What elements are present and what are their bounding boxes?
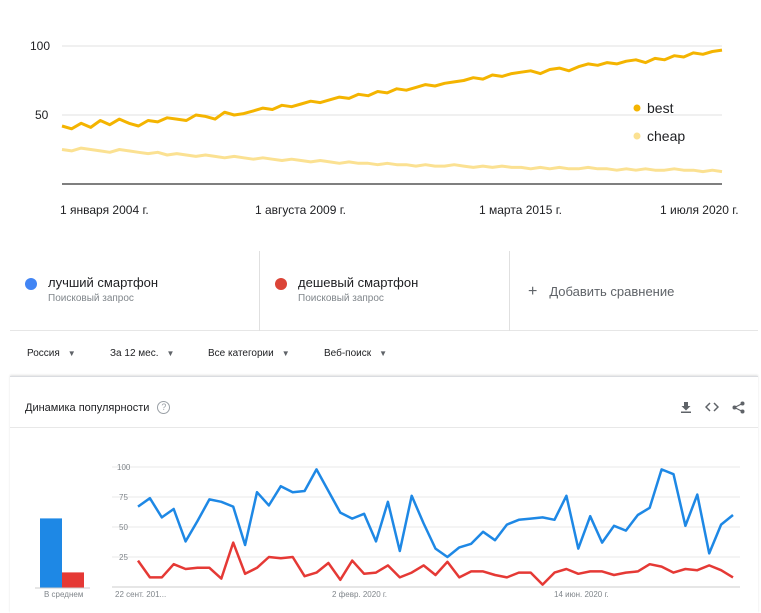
chevron-down-icon: ▼: [166, 348, 175, 358]
x-tick-3: 1 марта 2015 г.: [479, 203, 562, 217]
filter-bar: Россия ▼ За 12 мес. ▼ Все категории ▼ Веб-п…: [27, 344, 387, 362]
term-color-dot-2: [275, 278, 287, 290]
term-card-2[interactable]: дешевый смартфон Поисковый запрос: [260, 251, 510, 331]
term-name-1: лучший смартфон: [48, 275, 159, 290]
card-actions: [678, 399, 746, 415]
chevron-down-icon: ▼: [379, 348, 388, 358]
term-name-2: дешевый смартфон: [298, 275, 419, 290]
header-divider: [10, 427, 758, 428]
top-trend-chart: 100 50 1 января 2004 г. 1 августа 2009 г…: [30, 39, 739, 217]
download-icon[interactable]: [678, 399, 694, 415]
legend-dot-cheap: [633, 132, 641, 140]
legend-dot-best: [633, 104, 641, 112]
embed-icon[interactable]: [704, 399, 720, 415]
region-filter-label: Россия: [27, 347, 60, 359]
region-filter[interactable]: Россия ▼: [27, 348, 110, 359]
y-tick-50: 50: [35, 108, 49, 122]
y-tick-100: 100: [30, 39, 50, 53]
category-filter[interactable]: Все категории ▼: [208, 348, 324, 359]
share-icon[interactable]: [730, 399, 746, 415]
category-filter-label: Все категории: [208, 347, 274, 359]
compare-row: лучший смартфон Поисковый запрос дешевый…: [10, 251, 758, 331]
series-line-cheap: [61, 146, 723, 174]
x-tick-4: 1 июля 2020 г.: [660, 203, 739, 217]
search-type-filter[interactable]: Веб-поиск ▼: [324, 348, 387, 359]
chevron-down-icon: ▼: [67, 348, 76, 358]
legend-label-cheap: cheap: [647, 128, 685, 144]
term-color-dot-1: [25, 278, 37, 290]
term-sub-2: Поисковый запрос: [298, 293, 384, 304]
search-type-filter-label: Веб-поиск: [324, 347, 372, 359]
term-card-1[interactable]: лучший смартфон Поисковый запрос: [10, 251, 260, 331]
interest-over-time-card: Динамика популярности ?: [10, 376, 758, 613]
period-filter[interactable]: За 12 мес. ▼: [110, 348, 208, 359]
series-line-best: [61, 48, 723, 131]
plus-icon: +: [528, 283, 538, 300]
chevron-down-icon: ▼: [281, 348, 290, 358]
add-comparison-button[interactable]: + Добавить сравнение: [510, 251, 758, 331]
term-sub-1: Поисковый запрос: [48, 293, 134, 304]
help-icon[interactable]: ?: [157, 401, 171, 414]
x-tick-2: 1 августа 2009 г.: [255, 203, 346, 217]
period-filter-label: За 12 мес.: [110, 347, 159, 359]
card-header: Динамика популярности ?: [25, 401, 171, 414]
card-title: Динамика популярности: [25, 401, 150, 414]
add-comparison-label: Добавить сравнение: [549, 284, 675, 299]
legend-label-best: best: [647, 100, 674, 116]
x-tick-1: 1 января 2004 г.: [60, 203, 149, 217]
